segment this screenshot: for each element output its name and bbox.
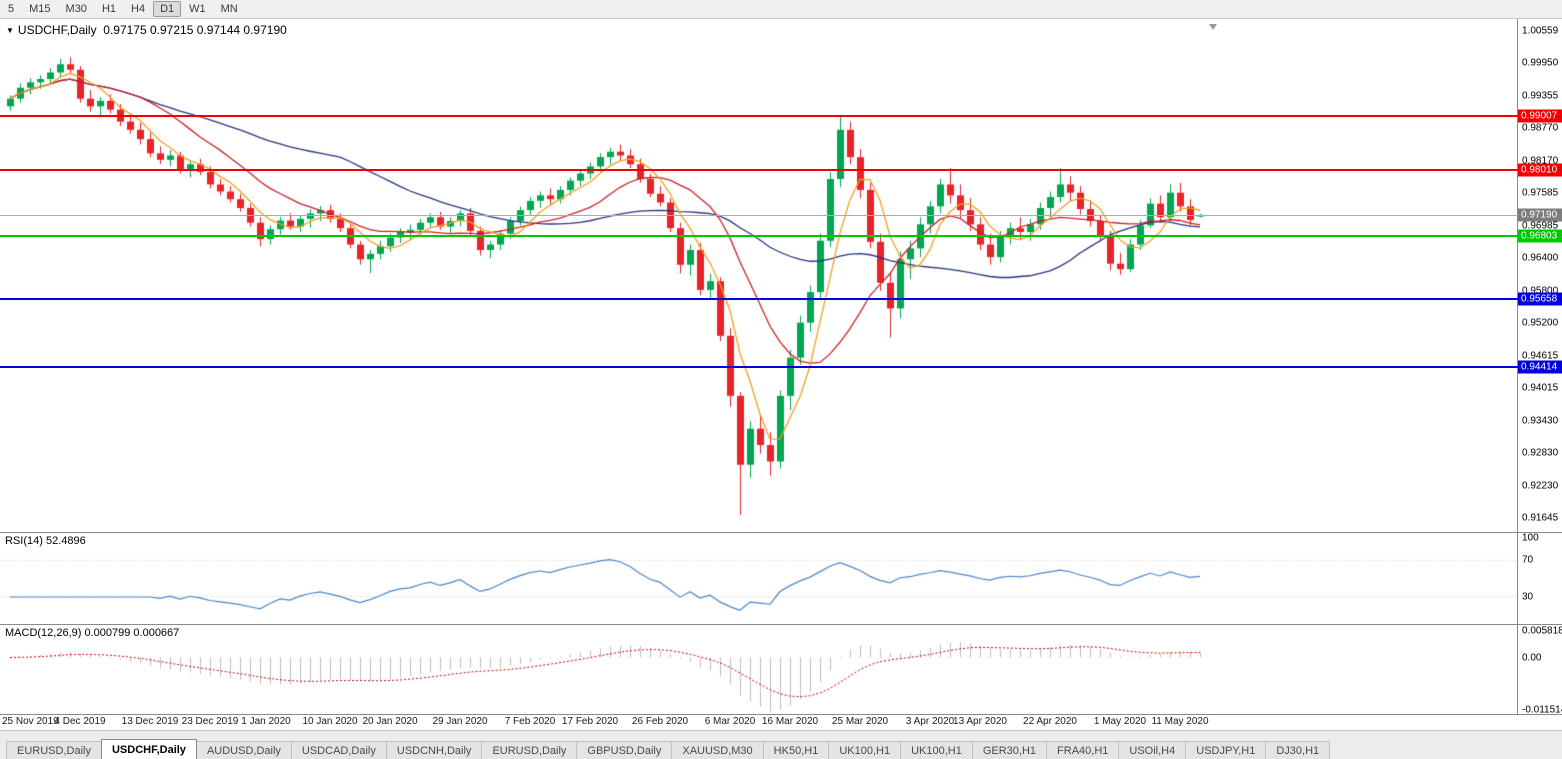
timeframe-toolbar: 5 M15 M30 H1 H4 D1 W1 MN	[0, 0, 1562, 19]
price-axis-label: 0.99355	[1522, 90, 1559, 102]
price-axis-label: 1.00559	[1522, 25, 1559, 37]
date-axis-label: 13 Dec 2019	[121, 716, 179, 727]
rsi-indicator-canvas[interactable]	[0, 533, 1517, 624]
rsi-indicator-label: RSI(14) 52.4896	[5, 535, 86, 547]
rsi-axis-label: 100	[1522, 532, 1539, 544]
macd-axis-label: -0.011514	[1522, 704, 1562, 716]
macd-indicator-label: MACD(12,26,9) 0.000799 0.000667	[5, 627, 180, 639]
chart-tab-eurusd-daily[interactable]: EURUSD,Daily	[6, 741, 102, 759]
timeframe-button-h4[interactable]: H4	[131, 3, 146, 15]
chart-tab-usdchf-daily[interactable]: USDCHF,Daily	[100, 739, 197, 759]
price-axis-label: 0.96400	[1522, 252, 1559, 264]
timeframe-button-w1[interactable]: W1	[189, 3, 206, 15]
chart-tab-usdjpy-h1[interactable]: USDJPY,H1	[1185, 741, 1267, 759]
date-axis-label: 25 Nov 2019	[2, 716, 59, 727]
date-axis-label: 6 Mar 2020	[704, 716, 756, 727]
date-axis-label: 16 Mar 2020	[761, 716, 819, 727]
panel-separator[interactable]	[0, 624, 1562, 625]
date-axis-label: 17 Feb 2020	[561, 716, 619, 727]
timeframe-button-m30[interactable]: M30	[65, 3, 87, 15]
macd-axis-label: 0.00	[1522, 652, 1542, 664]
date-axis-label: 7 Feb 2020	[504, 716, 556, 727]
chart-tab-xauusd-m30[interactable]: XAUUSD,M30	[671, 741, 764, 759]
main-chart-panel: ▼ USDCHF,Daily 0.97175 0.97215 0.97144 0.…	[0, 19, 1562, 532]
chart-tab-usdcad-daily[interactable]: USDCAD,Daily	[290, 741, 387, 759]
date-axis-label: 4 Dec 2019	[54, 716, 106, 727]
panel-separator[interactable]	[0, 714, 1562, 715]
chart-tab-dj30-h1[interactable]: DJ30,H1	[1265, 741, 1331, 759]
chart-tabs: EURUSD,Daily USDCHF,Daily AUDUSD,Daily USDC…	[6, 739, 1331, 759]
date-axis-label: 23 Dec 2019	[181, 716, 239, 727]
chart-tab-usdcnh-daily[interactable]: USDCNH,Daily	[385, 741, 483, 759]
chart-tab-eurusd-daily[interactable]: EURUSD,Daily	[481, 741, 578, 759]
chart-tab-ger30-h1[interactable]: GER30,H1	[971, 741, 1048, 759]
price-axis-label: 0.92230	[1522, 480, 1559, 492]
price-axis-label: 0.91645	[1522, 512, 1559, 524]
bottom-bar: EURUSD,Daily USDCHF,Daily AUDUSD,Daily USDC…	[0, 730, 1562, 759]
chart-tab-audusd-daily[interactable]: AUDUSD,Daily	[195, 741, 292, 759]
date-axis-label: 22 Apr 2020	[1023, 716, 1077, 727]
price-axis-label: 0.95800	[1522, 285, 1559, 297]
candlestick-chart-canvas[interactable]	[0, 19, 1517, 532]
rsi-panel: RSI(14) 52.4896 100 70 30	[0, 533, 1562, 624]
timeframe-button-h1[interactable]: H1	[101, 3, 116, 15]
date-axis-label: 20 Jan 2020	[362, 716, 418, 727]
macd-axis-label: 0.005818	[1522, 625, 1562, 637]
price-axis-label: 0.94015	[1522, 382, 1559, 394]
chart-tab-uk100-h1[interactable]: UK100,H1	[828, 741, 902, 759]
date-axis-label: 1 May 2020	[1093, 716, 1147, 727]
timeframe-button-m15[interactable]: M15	[29, 3, 51, 15]
date-axis[interactable]: 25 Nov 2019 4 Dec 2019 13 Dec 2019 23 Dec 2…	[0, 715, 1562, 730]
timeframe-button-d1[interactable]: D1	[153, 1, 182, 17]
panel-separator[interactable]	[0, 532, 1562, 533]
chart-tab-gbpusd-daily[interactable]: GBPUSD,Daily	[576, 741, 673, 759]
chart-tab-hk50-h1[interactable]: HK50,H1	[762, 741, 830, 759]
date-axis-label: 25 Mar 2020	[831, 716, 889, 727]
price-axis-label: 0.97585	[1522, 187, 1559, 199]
price-axis-label: 0.92830	[1522, 447, 1559, 459]
date-axis-label: 10 Jan 2020	[302, 716, 358, 727]
price-axis-label: 0.93430	[1522, 415, 1559, 427]
rsi-axis-label: 70	[1522, 554, 1534, 566]
price-axis-label: 0.99950	[1522, 57, 1559, 69]
macd-indicator-canvas[interactable]	[0, 625, 1517, 714]
chart-shift-marker[interactable]	[1209, 24, 1217, 30]
price-axis-label: 0.94615	[1522, 350, 1559, 362]
date-axis-label: 3 Apr 2020	[905, 716, 955, 727]
date-axis-label: 13 Apr 2020	[953, 716, 1007, 727]
chart-tab-uk100-h1[interactable]: UK100,H1	[900, 741, 973, 759]
timeframe-button-mn[interactable]: MN	[220, 3, 238, 15]
rsi-axis-label: 30	[1522, 591, 1534, 603]
date-axis-label: 1 Jan 2020	[241, 716, 291, 727]
chart-title: ▼ USDCHF,Daily 0.97175 0.97215 0.97144 0.…	[6, 23, 287, 37]
date-axis-label: 26 Feb 2020	[631, 716, 689, 727]
chart-tab-usoil-h4[interactable]: USOil,H4	[1118, 741, 1187, 759]
chart-ohlc-values: 0.97175 0.97215 0.97144 0.97190	[103, 23, 287, 37]
price-axis-label: 0.96985	[1522, 220, 1559, 232]
quick-nav-caret-icon[interactable]: ▼	[6, 26, 14, 35]
chart-tab-fra40-h1[interactable]: FRA40,H1	[1046, 741, 1120, 759]
rsi-axis[interactable]: 100 70 30	[1517, 533, 1562, 624]
date-axis-label: 11 May 2020	[1151, 716, 1209, 727]
timeframe-button-5[interactable]: 5	[8, 3, 15, 15]
price-axis-label: 0.98770	[1522, 122, 1559, 134]
chart-symbol-period: USDCHF,Daily	[17, 23, 97, 37]
price-axis-label: 0.98170	[1522, 155, 1559, 167]
macd-panel: MACD(12,26,9) 0.000799 0.000667 0.005818…	[0, 625, 1562, 716]
price-axis-label: 0.95200	[1522, 317, 1559, 329]
macd-axis[interactable]: 0.005818 0.00 -0.011514	[1517, 625, 1562, 716]
price-axis[interactable]: 1.00559 0.99950 0.99355 0.98770 0.98170 0.975…	[1517, 19, 1562, 532]
date-axis-label: 29 Jan 2020	[432, 716, 488, 727]
